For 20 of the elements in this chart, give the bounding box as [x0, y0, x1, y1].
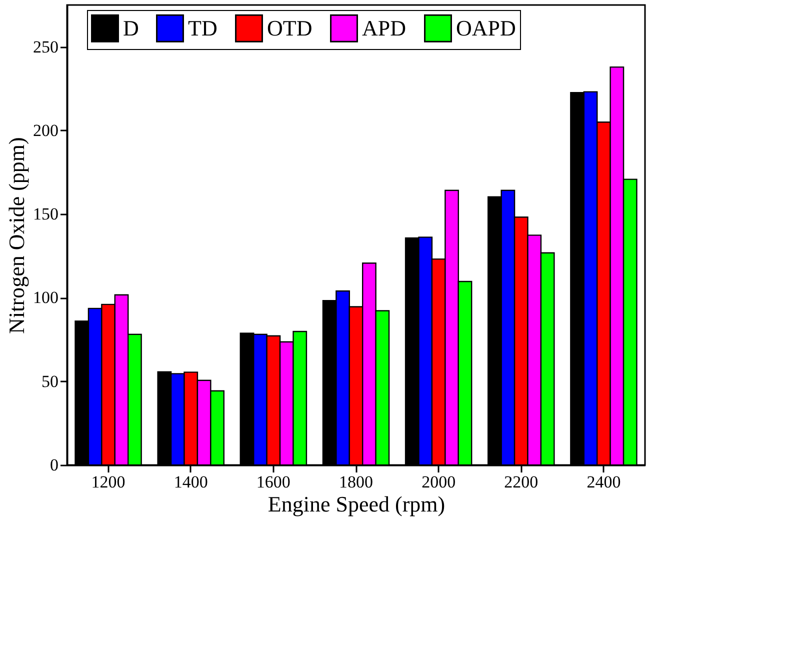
x-tick-label: 2200 — [504, 472, 538, 492]
x-axis-title: Engine Speed (rpm) — [268, 492, 446, 516]
x-tick-label: 1600 — [256, 472, 290, 492]
legend-label: TD — [188, 15, 218, 40]
x-tick-label: 1400 — [174, 472, 208, 492]
y-axis-title: Nitrogen Oxide (ppm) — [4, 137, 29, 334]
y-tick-label: 100 — [33, 288, 58, 308]
legend-label: D — [123, 15, 139, 40]
legend-label: APD — [362, 15, 406, 40]
legend-label: OAPD — [456, 15, 516, 40]
x-tick-label: 2400 — [586, 472, 621, 492]
x-tick-label: 1800 — [339, 472, 373, 492]
x-tick-label: 1200 — [91, 472, 126, 492]
y-tick-label: 50 — [42, 372, 58, 391]
y-tick-label: 250 — [33, 37, 58, 56]
x-tick-label: 2000 — [422, 472, 456, 492]
y-tick-label: 0 — [50, 456, 58, 474]
y-tick-label: 150 — [33, 204, 58, 224]
legend-label: OTD — [267, 15, 312, 40]
y-tick-label: 200 — [33, 120, 58, 140]
